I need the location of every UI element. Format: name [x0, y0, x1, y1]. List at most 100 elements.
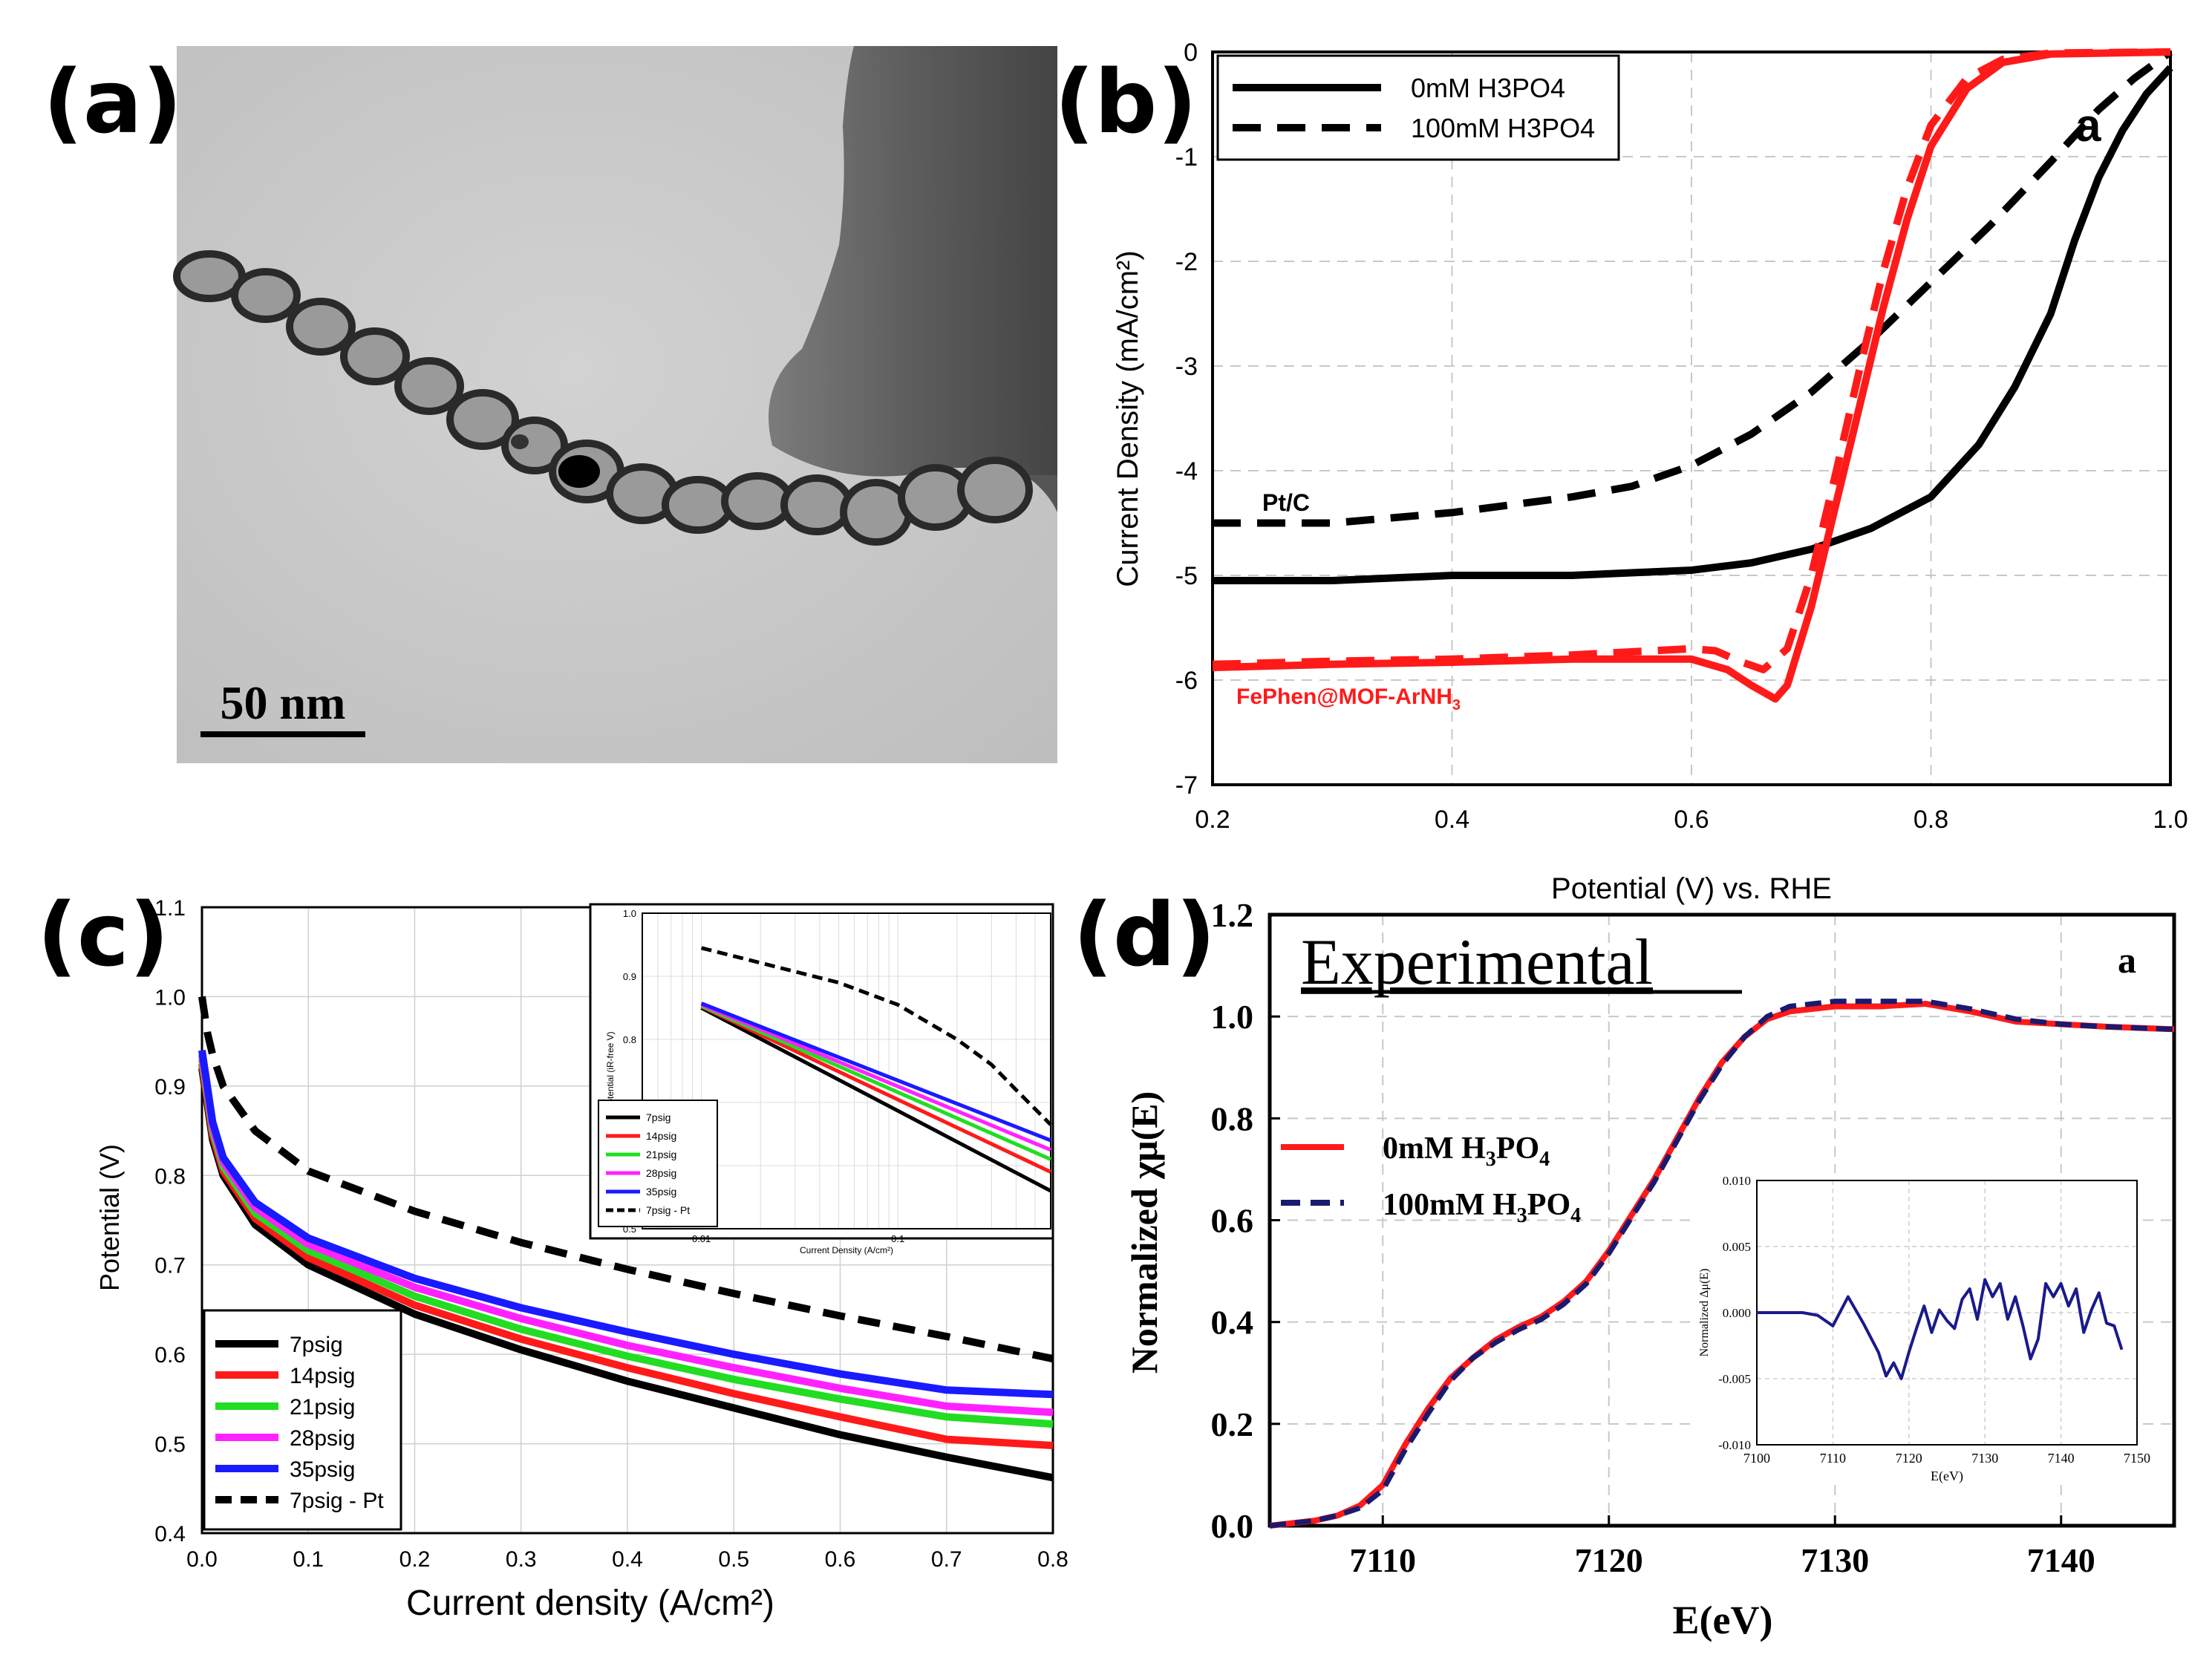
d-ylabel: Normalized χμ(E)	[1123, 1091, 1165, 1374]
b-ytick-label: -2	[1175, 248, 1198, 276]
c-inset-ytick-label: 0.9	[623, 971, 636, 982]
d-inset: 0.010 0.005 0.000 -0.005 -0.010 7100 7110 7120…	[1697, 1173, 2150, 1485]
c-inset-series-14psig	[700, 1005, 1052, 1174]
b-ytick-label: -1	[1175, 143, 1198, 172]
c-inset-series-7psig-pt	[700, 946, 1052, 1126]
d-xticks: 7110 7120 7130 7140	[1350, 1515, 2095, 1579]
c-inset: 0.50.60.70.80.91.0 0.010.1 Potential (iR…	[589, 903, 1054, 1255]
c-legend-label: 7psig - Pt	[290, 1489, 384, 1513]
c-inset-frame	[642, 912, 1051, 1229]
b-ytick-label: -4	[1175, 457, 1198, 486]
c-ytick-label: 0.6	[154, 1343, 186, 1368]
b-xlabel: Potential (V) vs. RHE	[1551, 872, 1832, 905]
c-ytick-label: 0.9	[154, 1075, 186, 1100]
d-inset-xtick-label: 7100	[1743, 1451, 1770, 1466]
c-ytick-label: 0.8	[154, 1164, 186, 1189]
c-xtick-label: 0.3	[506, 1547, 537, 1572]
b-xtick-label: 0.4	[1435, 806, 1469, 834]
b-legend-dashed-label: 100mM H3PO4	[1411, 113, 1595, 143]
d-xtick-label: 7120	[1575, 1541, 1643, 1579]
c-legend-label: 21psig	[290, 1395, 355, 1420]
c-inset-series	[700, 946, 1052, 1193]
b-ytick-label: -5	[1175, 562, 1198, 590]
tem-nanotube-chain	[173, 250, 1033, 546]
panel-b: (b) 0 -1 -2 -3 -4 -5 -6 -7 0.2 0.4 0.6 0.8 1.0 Curr…	[1054, 39, 2188, 905]
d-inset-series-difference	[1757, 1278, 2124, 1380]
c-ytick-label: 0.4	[154, 1522, 186, 1546]
b-xtick-label: 1.0	[2153, 806, 2187, 834]
d-ytick-label: 0.4	[1211, 1304, 1254, 1342]
c-inset-legend-label: 14psig	[646, 1130, 676, 1142]
b-ytick-label: 0	[1184, 39, 1198, 67]
c-xtick-label: 0.5	[718, 1547, 749, 1572]
d-inset-ylabel: Normalized Δμ(E)	[1698, 1269, 1711, 1357]
d-inset-ytick-label: 0.000	[1723, 1306, 1751, 1320]
c-legend-label: 35psig	[290, 1457, 355, 1482]
b-fephen-label: FePhen@MOF-ArNH3	[1236, 685, 1461, 713]
d-inset-xtick-label: 7140	[2048, 1451, 2075, 1466]
d-ytick-label: 0.2	[1211, 1405, 1254, 1443]
d-legend-label-0mm: 0mM H3PO4	[1383, 1131, 1550, 1171]
c-ytick-label: 0.7	[154, 1254, 186, 1278]
c-inset-legend-label: 7psig	[646, 1111, 671, 1123]
d-ytick-label: 1.2	[1211, 896, 1254, 934]
c-inset-legend-label: 21psig	[646, 1149, 676, 1160]
d-xlabel: E(eV)	[1673, 1598, 1773, 1642]
scale-bar-label: 50 nm	[221, 676, 346, 729]
panel-b-label: (b)	[1054, 50, 1197, 153]
c-ytick-label: 1.0	[154, 985, 186, 1010]
c-xtick-label: 0.4	[612, 1547, 643, 1572]
d-ytick-label: 0.8	[1211, 1100, 1254, 1137]
b-series-fephen-mof-arnh3-100mm-h3po4	[1212, 48, 2171, 673]
c-inset-ytick-label: 1.0	[623, 908, 636, 919]
d-legend-label-100mm: 100mM H3PO4	[1383, 1188, 1581, 1227]
c-inset-ytick-label: 0.8	[623, 1034, 636, 1045]
panel-c-label: (c)	[37, 884, 169, 986]
d-xtick-label: 7130	[1801, 1541, 1869, 1579]
d-series	[1269, 999, 2175, 1529]
c-inset-legend-label: 35psig	[646, 1186, 676, 1198]
panel-c: (c) 0.40.50.60.70.80.91.01.1 0.0 0.1 0.2 0.…	[37, 884, 1069, 1623]
b-ylabel: Current Density (mA/cm²)	[1112, 250, 1144, 587]
c-ylabel: Potential (V)	[94, 1144, 125, 1291]
c-inset-ylabel: Potential (iR-free V)	[605, 1031, 616, 1109]
d-xtick-label: 7140	[2027, 1541, 2095, 1579]
c-xlabel: Current density (A/cm²)	[406, 1584, 774, 1623]
c-inset-legend-label: 28psig	[646, 1167, 676, 1179]
panel-a: (a)	[43, 46, 1057, 763]
b-ytick-label: -6	[1175, 667, 1198, 695]
panel-d: (d) 0.00.20.40.60.81.01.2 7110 7120 7130 71…	[1073, 884, 2176, 1642]
b-ptc-label: Pt/C	[1262, 489, 1310, 516]
b-plot-frame	[1211, 50, 2172, 786]
panel-a-label: (a)	[43, 50, 183, 153]
c-series-35psig	[198, 1049, 1054, 1399]
d-inset-xtick-label: 7150	[2124, 1451, 2150, 1466]
b-series	[1212, 48, 2173, 703]
d-inset-xticks: 7100 7110 7120 7130 7140 7150	[1743, 1451, 2150, 1466]
d-inset-ytick-label: 0.010	[1723, 1174, 1751, 1188]
c-inset-xticks: 0.01 0.1	[692, 1233, 904, 1244]
d-ytick-label: 1.0	[1211, 998, 1254, 1036]
b-series-pt-c-0mm-h3po4	[1213, 65, 2173, 584]
c-inset-xlabel: Current Density (A/cm²)	[800, 1245, 893, 1255]
c-legend-label: 14psig	[290, 1364, 355, 1388]
d-inset-xlabel: E(eV)	[1931, 1469, 1963, 1484]
c-inset-xtick-label: 0.01	[692, 1233, 711, 1244]
b-xticks: 0.2 0.4 0.6 0.8 1.0	[1195, 806, 2187, 834]
c-inset-xtick-label: 0.1	[891, 1233, 904, 1244]
c-xtick-label: 0.7	[931, 1547, 962, 1572]
c-inset-series-21psig	[700, 1004, 1052, 1161]
c-inset-series-35psig	[700, 1002, 1051, 1143]
b-xtick-label: 0.2	[1195, 806, 1230, 834]
c-inset-legend-label: 7psig - Pt	[646, 1204, 690, 1216]
d-inset-yticks: 0.010 0.005 0.000 -0.005 -0.010	[1718, 1174, 1751, 1452]
c-inset-series-28psig	[700, 1002, 1051, 1152]
b-xtick-label: 0.8	[1914, 806, 1948, 834]
c-xtick-label: 0.1	[293, 1547, 324, 1572]
b-grid	[1213, 52, 2170, 785]
c-inset-series-7psig	[700, 1006, 1052, 1193]
c-xticks: 0.0 0.1 0.2 0.3 0.4 0.5 0.6 0.7 0.8	[186, 1547, 1069, 1572]
c-xtick-label: 0.0	[186, 1547, 218, 1572]
c-series-7psig-pt	[198, 996, 1054, 1363]
